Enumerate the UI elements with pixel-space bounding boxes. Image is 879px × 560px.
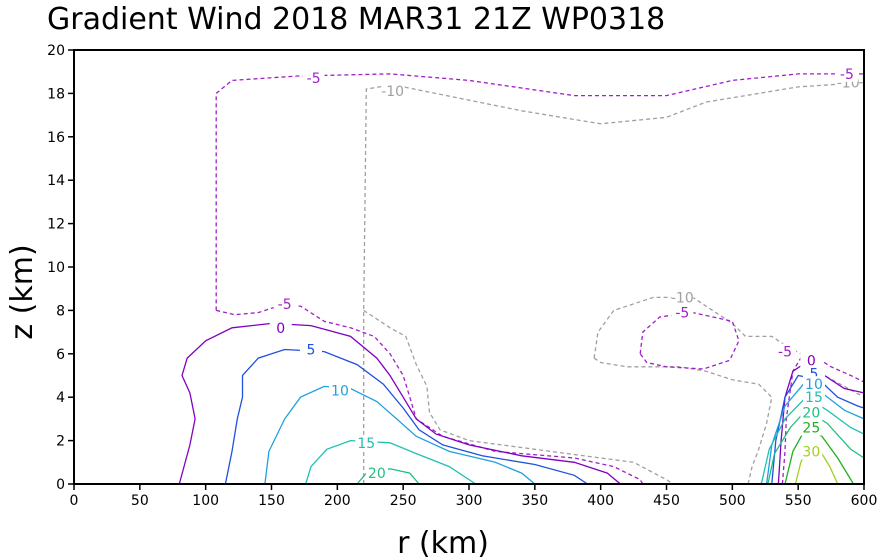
contour-label: -5: [675, 306, 689, 322]
y-tick-label: 12: [47, 217, 65, 233]
y-tick-label: 10: [47, 260, 65, 276]
x-axis-label: r (km): [397, 526, 489, 560]
contour-label-bg: [802, 376, 825, 393]
x-tick-label: 400: [587, 493, 614, 509]
x-tick-label: 200: [324, 493, 351, 509]
contour-line: [363, 309, 674, 485]
y-tick-label: 0: [56, 477, 65, 493]
y-tick-label: 4: [56, 390, 65, 406]
x-tick-label: 150: [258, 493, 285, 509]
contour-label: -5: [840, 67, 854, 83]
contour-label: -10: [671, 290, 694, 306]
x-tick-label: 600: [851, 493, 878, 509]
contour-label-bg: [671, 304, 694, 321]
contour-line: [639, 311, 740, 370]
contour-label-bg: [269, 319, 292, 336]
contour-label: 0: [807, 353, 816, 369]
contour-label: 5: [307, 342, 316, 358]
contour-label: 15: [357, 436, 375, 452]
contour-label: 30: [802, 444, 820, 460]
x-tick-label: 100: [192, 493, 219, 509]
contour-label: 25: [802, 421, 820, 437]
contour-label: 20: [802, 405, 820, 421]
y-tick-label: 8: [56, 303, 65, 319]
y-tick-label: 2: [56, 434, 65, 450]
contour-label: -5: [278, 297, 292, 313]
contour-label-bg: [802, 389, 825, 406]
contour-label-bg: [800, 419, 823, 436]
y-tick-label: 14: [47, 173, 65, 189]
y-axis-label: z (km): [5, 244, 40, 339]
contour-label-bg: [273, 295, 296, 312]
contour-label: 0: [276, 321, 285, 337]
x-tick-label: 500: [719, 493, 746, 509]
plot-frame: [73, 49, 865, 485]
contour-label: -10: [381, 84, 404, 100]
y-tick-label: 18: [47, 86, 65, 102]
contour-label-bg: [365, 465, 388, 482]
contour-line: [356, 468, 420, 485]
contour-label-bg: [774, 343, 796, 360]
contour-label-bg: [355, 434, 378, 451]
contour-line: [363, 81, 865, 484]
contour-label-bg: [302, 70, 325, 87]
contour-line: [224, 348, 588, 485]
contour-label: 15: [805, 390, 823, 406]
contour-label: -5: [307, 71, 321, 87]
y-tick-label: 20: [47, 43, 65, 59]
contour-line: [215, 73, 864, 311]
y-tick-label: 6: [56, 347, 65, 363]
contour-label: 5: [810, 366, 819, 382]
x-tick-label: 350: [521, 493, 548, 509]
contour-label-bg: [328, 382, 351, 399]
contour-label-bg: [800, 443, 823, 460]
y-axis-ticks: 0 2 4 6 8 10 12 14 16 18 20: [47, 43, 74, 493]
y-tick-label: 16: [47, 130, 65, 146]
chart-title: Gradient Wind 2018 MAR31 21Z WP0318: [47, 2, 665, 37]
contour-label-bg: [300, 341, 322, 358]
contour-line: [593, 357, 773, 485]
x-tick-label: 50: [131, 493, 149, 509]
contour-label-bg: [671, 289, 694, 306]
contour-line: [178, 322, 621, 485]
contour-label-bg: [835, 65, 858, 82]
x-tick-label: 450: [653, 493, 680, 509]
contour-lines: [178, 73, 865, 485]
contour-label-bg: [800, 352, 823, 369]
contour-label: 10: [331, 384, 349, 400]
contour-label: -5: [778, 345, 792, 361]
x-tick-label: 0: [70, 493, 79, 509]
contour-label-bg: [381, 83, 404, 100]
x-tick-label: 250: [390, 493, 417, 509]
contour-label: 20: [368, 466, 386, 482]
contour-line: [264, 385, 536, 485]
contour-line: [777, 361, 865, 485]
x-tick-label: 300: [456, 493, 483, 509]
x-axis-ticks: 0 50 100 150 200 250 300 350 400 450 500 550 600: [70, 484, 878, 509]
x-tick-label: 550: [785, 493, 812, 509]
contour-label: 10: [805, 377, 823, 393]
contour-label-bg: [800, 404, 823, 421]
